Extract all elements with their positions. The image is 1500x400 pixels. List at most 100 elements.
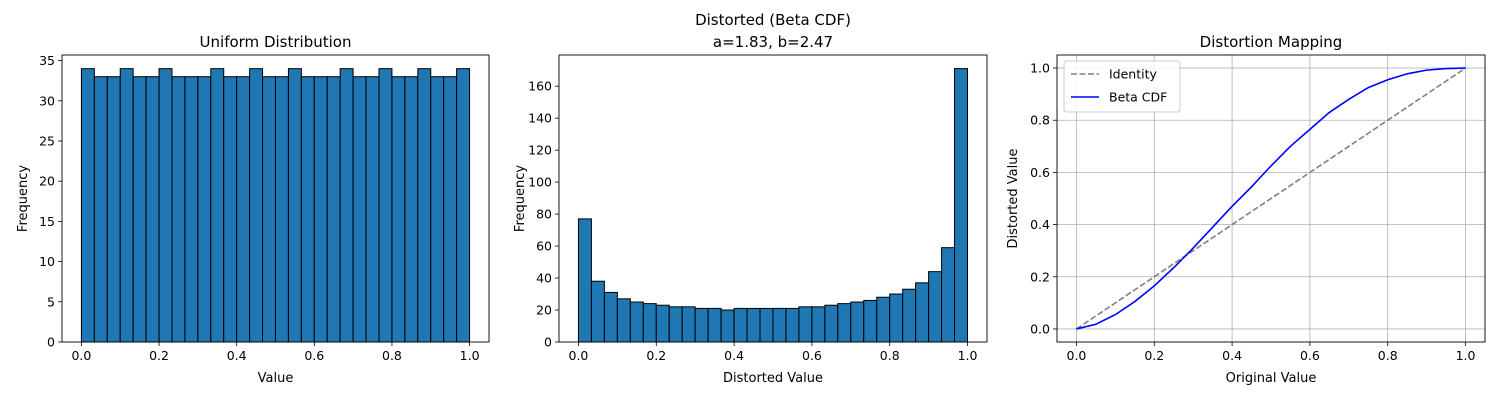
histogram-bar: [590, 280, 605, 343]
x-tick-label: 0.4: [724, 348, 744, 363]
y-tick-label: 1.0: [1030, 61, 1050, 76]
x-tick-label: 0.0: [1067, 348, 1087, 363]
histogram-bar: [863, 299, 878, 343]
histogram-bar: [681, 306, 696, 343]
x-tick-label: 0.2: [149, 348, 169, 363]
histogram-bar: [811, 306, 826, 343]
chart-title: Distortion Mapping: [1200, 33, 1343, 51]
histogram-bar: [456, 68, 471, 343]
histogram-bar: [197, 76, 212, 343]
x-tick-label: 0.8: [382, 348, 402, 363]
histogram-bar: [417, 68, 432, 343]
histogram-bar: [837, 303, 852, 343]
histogram-bar: [443, 76, 458, 343]
y-tick-label: 25: [39, 134, 55, 149]
y-tick-label: 0.8: [1030, 113, 1050, 128]
x-tick-label: 1.0: [460, 348, 480, 363]
histogram-bar: [184, 76, 199, 343]
x-axis-label: Original Value: [1226, 371, 1317, 386]
histogram-bar: [300, 76, 315, 343]
histogram-bar: [119, 68, 134, 343]
y-tick-label: 120: [528, 143, 552, 158]
histogram-bar: [378, 68, 393, 343]
y-tick-label: 80: [536, 207, 552, 222]
x-axis-label: Value: [258, 371, 294, 386]
histogram-bar: [365, 76, 380, 343]
histogram-bar: [707, 307, 722, 343]
y-tick-label: 0: [47, 335, 55, 350]
histogram-bar: [145, 76, 160, 343]
chart-2: 0.0 0.2 0.4 0.6 0.8 1.0 0 20 40 60 80 100 120 140 160 D…: [513, 11, 988, 386]
y-tick-label: 140: [528, 111, 552, 126]
histogram-bar: [928, 271, 943, 343]
histogram-bar: [80, 68, 95, 343]
x-tick-label: 1.0: [958, 348, 978, 363]
chart-subtitle: a=1.83, b=2.47: [713, 33, 833, 51]
histogram-bar: [236, 76, 251, 343]
y-tick-label: 0.2: [1030, 269, 1050, 284]
axes-frame: [558, 54, 988, 343]
chart-title: Uniform Distribution: [200, 33, 352, 51]
histogram-bar: [93, 76, 108, 343]
series-line-identity: [1076, 67, 1466, 330]
histogram-bar: [171, 76, 186, 343]
histogram-bar: [287, 68, 302, 343]
y-tick-label: 0.6: [1030, 165, 1050, 180]
x-axis-label: Distorted Value: [723, 371, 823, 386]
y-tick-label: 15: [39, 214, 55, 229]
y-tick-label: 60: [536, 239, 552, 254]
x-tick-label: 1.0: [1456, 348, 1476, 363]
x-tick-label: 0.8: [1378, 348, 1398, 363]
chart-title: Distorted (Beta CDF): [695, 11, 851, 29]
histogram-bar: [326, 76, 341, 343]
x-tick-label: 0.4: [227, 348, 247, 363]
y-axis-label: Frequency: [16, 165, 31, 232]
histogram-bar: [313, 76, 328, 343]
histogram-bar: [249, 68, 264, 343]
histogram-bar: [785, 307, 800, 343]
y-axis-label: Frequency: [513, 165, 528, 232]
y-tick-label: 5: [47, 294, 55, 309]
histogram-bar: [915, 282, 930, 343]
histogram-bar: [850, 301, 865, 343]
axes-frame: [61, 54, 490, 343]
histogram-bar: [158, 68, 173, 343]
histogram-bar: [746, 307, 761, 343]
y-tick-label: 10: [39, 254, 55, 269]
y-tick-label: 30: [39, 93, 55, 108]
histogram-bar: [941, 247, 956, 343]
histogram-bar: [876, 296, 891, 343]
x-tick-label: 0.6: [802, 348, 822, 363]
x-tick-label: 0.2: [1144, 348, 1164, 363]
histogram-bar: [262, 76, 276, 343]
x-tick-label: 0.6: [1300, 348, 1320, 363]
x-tick-label: 0.6: [304, 348, 324, 363]
histogram-bar: [733, 307, 748, 343]
y-tick-label: 20: [39, 174, 55, 189]
legend-label: Identity: [1109, 67, 1158, 82]
legend-label: Beta CDF: [1109, 90, 1167, 105]
y-tick-label: 0.0: [1030, 321, 1050, 336]
histogram-bar: [642, 303, 657, 343]
y-tick-label: 40: [536, 271, 552, 286]
histogram-bar: [889, 293, 904, 343]
histogram-bar: [430, 76, 445, 343]
histogram-bar: [798, 306, 813, 343]
y-axis-label: Distorted Value: [1006, 149, 1021, 249]
x-tick-label: 0.8: [880, 348, 900, 363]
histogram-bar: [772, 307, 787, 343]
x-tick-label: 0.0: [569, 348, 589, 363]
histogram-bar: [210, 68, 225, 343]
histogram-bar: [629, 301, 644, 343]
histogram-bar: [404, 76, 419, 343]
histogram-bar: [759, 307, 774, 343]
axes-frame: [1056, 54, 1486, 343]
histogram-bar: [577, 218, 592, 343]
y-tick-label: 0.4: [1030, 217, 1050, 232]
histogram-bar: [902, 288, 917, 343]
y-tick-label: 100: [528, 175, 552, 190]
histogram-bar: [391, 76, 406, 343]
histogram-bar: [603, 291, 618, 343]
histogram-bar: [616, 298, 631, 343]
